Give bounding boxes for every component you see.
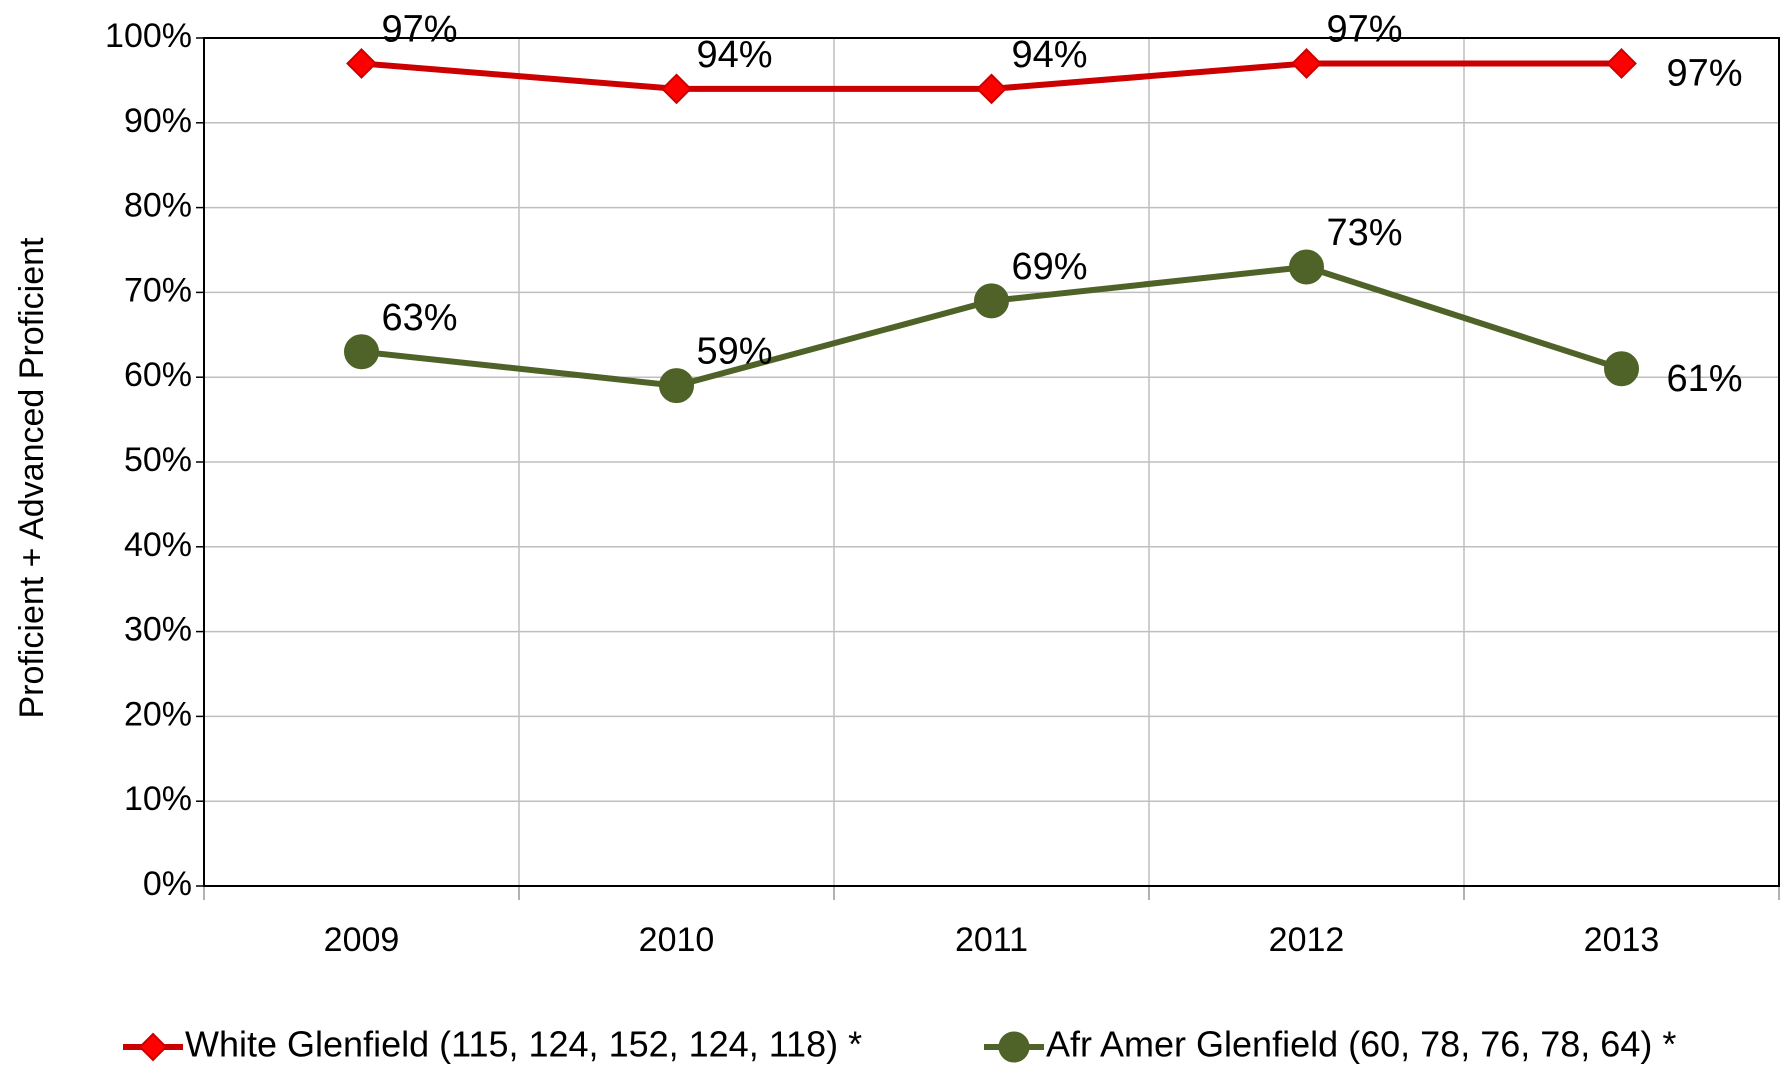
x-tick-label: 2012 <box>1269 921 1345 959</box>
plot-frame <box>203 37 1780 887</box>
x-tick-label: 2013 <box>1584 921 1660 959</box>
data-label: 94% <box>697 34 773 76</box>
y-tick-label: 20% <box>124 695 192 733</box>
marker <box>659 368 694 404</box>
y-tick-label: 50% <box>124 441 192 479</box>
y-tick-label: 40% <box>124 526 192 564</box>
marker <box>976 73 1007 105</box>
y-tick-label: 80% <box>124 187 192 225</box>
y-tick-label: 60% <box>124 356 192 394</box>
y-tick-label: 70% <box>124 271 192 309</box>
marker <box>661 73 692 105</box>
marker <box>974 283 1009 319</box>
x-tick-label: 2009 <box>324 921 400 959</box>
marker <box>1291 48 1322 79</box>
y-tick-label: 90% <box>124 102 192 140</box>
y-tick-label: 0% <box>143 865 192 903</box>
data-label: 97% <box>382 8 458 50</box>
y-tick-label: 10% <box>124 780 192 818</box>
marker <box>1606 48 1637 79</box>
data-label: 61% <box>1667 358 1743 400</box>
data-label: 59% <box>697 331 773 373</box>
y-tick-label: 100% <box>105 17 192 55</box>
x-tick-label: 2010 <box>639 921 715 959</box>
legend-label: White Glenfield (115, 124, 152, 124, 118… <box>185 1024 862 1065</box>
marker <box>344 334 379 370</box>
legend-marker <box>138 1032 168 1062</box>
legend-marker <box>998 1031 1030 1063</box>
data-label: 97% <box>1667 52 1743 94</box>
data-label: 94% <box>1012 34 1088 76</box>
marker <box>1289 249 1324 285</box>
y-axis-title: Proficient + Advanced Proficient <box>13 237 51 719</box>
data-label: 69% <box>1012 246 1088 288</box>
x-tick-label: 2011 <box>955 921 1028 959</box>
data-label: 73% <box>1327 212 1403 254</box>
data-label: 63% <box>382 297 458 339</box>
legend-label: Afr Amer Glenfield (60, 78, 76, 78, 64) … <box>1046 1024 1676 1065</box>
y-tick-label: 30% <box>124 611 192 649</box>
marker <box>346 48 377 79</box>
marker <box>1604 351 1639 387</box>
data-label: 97% <box>1327 8 1403 50</box>
